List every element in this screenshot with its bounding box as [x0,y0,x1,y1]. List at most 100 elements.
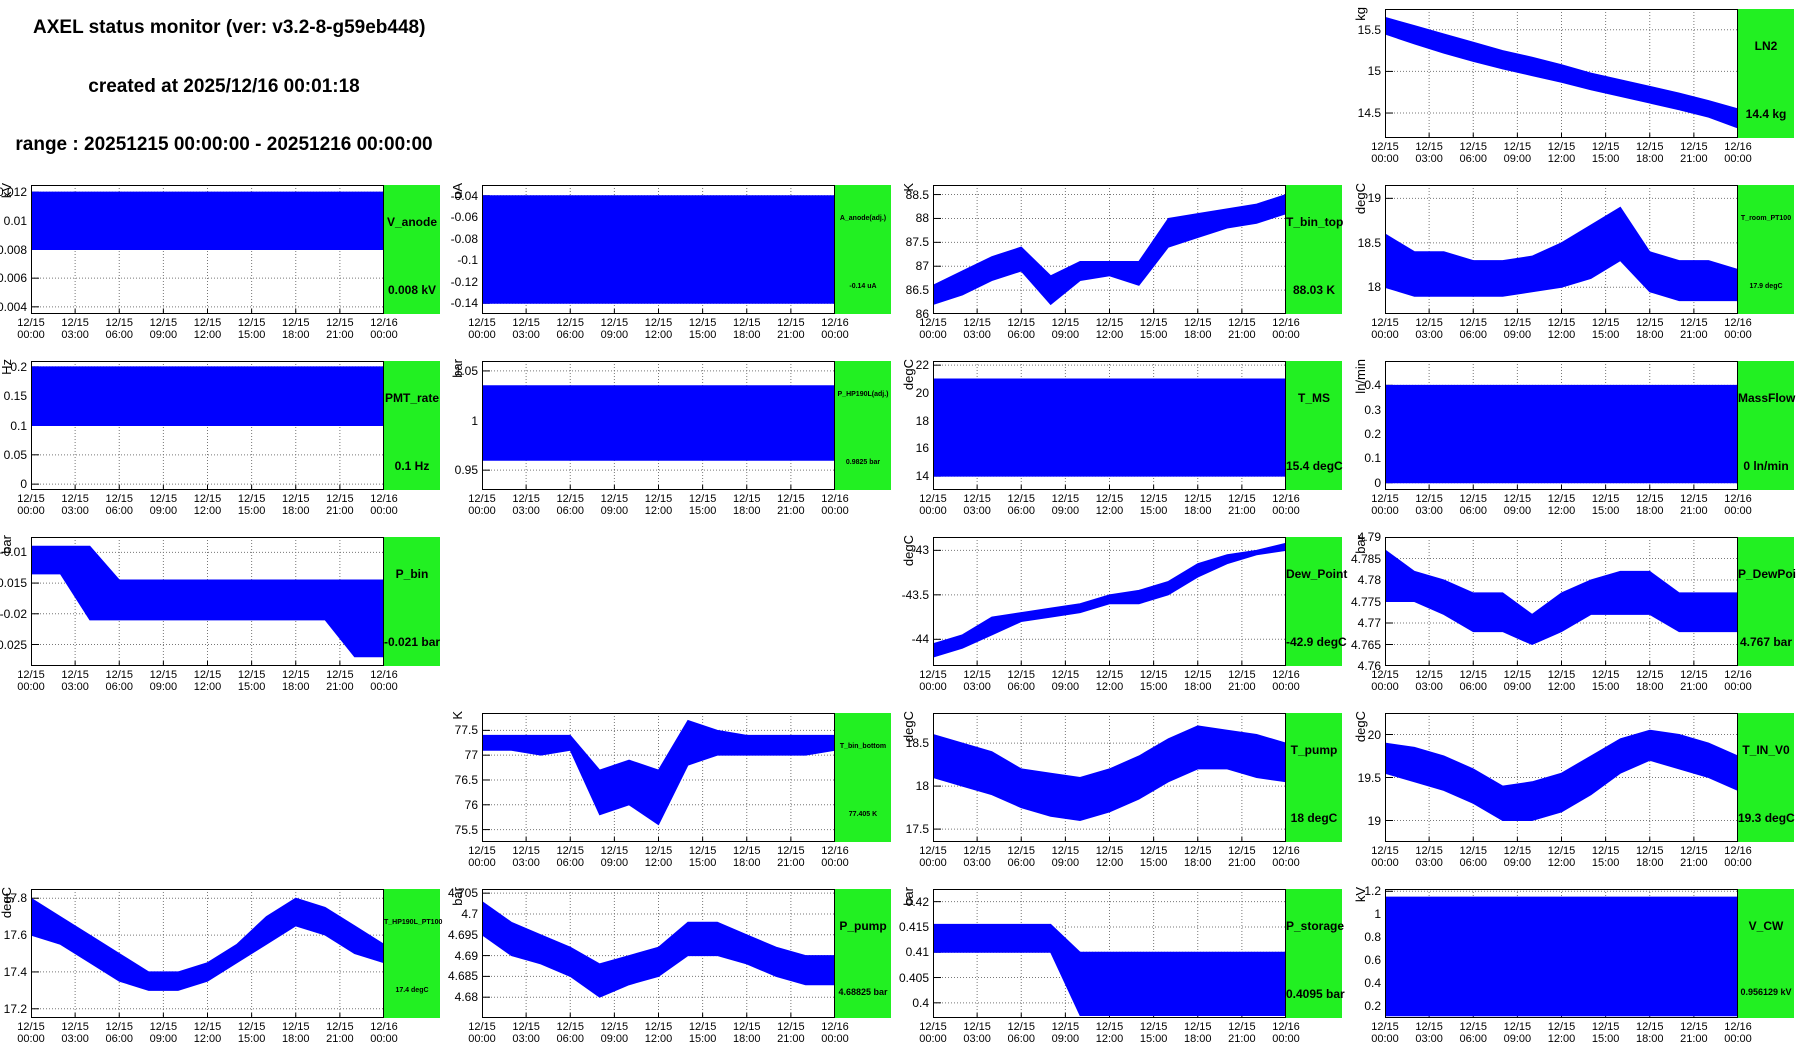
y-tick-label: 19 [1367,191,1381,206]
x-tick-label: 12/16 00:00 [1724,669,1752,693]
x-tick-label: 12/15 15:00 [688,317,717,341]
x-tick-label: 12/15 18:00 [1183,317,1212,341]
y-tick-label: -0.08 [450,231,478,246]
sensor-name: T_bin_bottom [839,743,887,750]
x-tick-label: 12/15 18:00 [1635,493,1664,517]
data-band [933,542,1286,658]
x-tick-label: 12/15 18:00 [1183,493,1212,517]
y-tick-label: 4.77 [1357,616,1381,630]
y-axis-label: bar [901,887,916,906]
x-tick-label: 12/15 09:00 [1503,317,1532,341]
status-box: Dew_Point -42.9 degC [1286,537,1347,666]
y-axis-label: degC [901,359,916,391]
plot-area [933,185,1286,314]
x-tick-label: 12/15 00:00 [468,493,496,517]
x-tick-label: 12/15 00:00 [17,493,45,517]
status-box: T_IN_V0 19.3 degC [1738,713,1795,842]
plot-area [933,889,1286,1018]
y-tick-label: 18.5 [905,736,929,751]
y-tick-label: -0.015 [0,576,27,591]
x-tick-label: 12/15 09:00 [600,493,629,517]
sensor-name: A_anode(adj.) [839,215,887,222]
x-tick-label: 12/15 00:00 [919,493,947,517]
status-box: T_pump 18 degC [1286,713,1342,842]
y-tick-label: 17.5 [905,822,929,837]
x-tick-label: 12/15 15:00 [237,317,266,341]
x-tick-label: 12/15 00:00 [1371,1021,1399,1045]
y-tick-label: -43.5 [901,587,929,602]
data-band [933,194,1286,306]
x-tick-label: 12/15 00:00 [1371,669,1399,693]
x-tick-label: 12/15 21:00 [777,1021,805,1045]
plot-area [933,713,1286,842]
status-box: P_HP190L(adj.) 0.9825 bar [835,361,891,490]
created-time: created at 2025/12/16 00:01:18 [88,76,360,97]
x-tick-label: 12/15 06:00 [105,317,134,341]
sensor-name: LN2 [1754,39,1778,53]
sensor-name: V_CW [1748,919,1784,933]
x-tick-label: 12/15 15:00 [1591,1021,1620,1045]
y-tick-label: 22 [915,358,929,373]
y-axis-label: bar [1353,535,1368,554]
x-tick-label: 12/15 06:00 [1007,669,1036,693]
y-tick-label: 1 [1374,907,1381,922]
y-tick-label: 0.4 [1364,378,1381,393]
plot-area [1385,713,1738,842]
plot-frame [31,361,384,490]
plot-area [31,889,384,1018]
x-tick-label: 12/15 21:00 [1680,669,1708,693]
x-tick-label: 12/15 21:00 [1228,845,1256,869]
y-tick-label: 0.41 [905,945,929,960]
x-tick-label: 12/15 03:00 [1415,317,1443,341]
y-tick-label: 0 [20,477,27,492]
data-band [1385,16,1738,129]
x-tick-label: 12/15 15:00 [1139,493,1168,517]
x-tick-label: 12/15 12:00 [1547,493,1576,517]
data-band [933,725,1286,822]
y-tick-label: 76.5 [454,772,478,787]
y-tick-label: 1.2 [1364,884,1381,899]
x-tick-label: 12/15 15:00 [1591,669,1620,693]
x-tick-label: 12/15 12:00 [1547,669,1576,693]
data-band [933,378,1286,477]
x-tick-label: 12/15 21:00 [1228,317,1256,341]
plot-frame [31,537,384,666]
sensor-value: 4.767 bar [1739,635,1793,649]
x-tick-label: 12/16 00:00 [1724,845,1752,869]
x-tick-label: 12/15 09:00 [1051,669,1080,693]
plot-frame [1385,537,1738,666]
plot-frame [933,713,1286,842]
x-tick-label: 12/15 00:00 [17,669,45,693]
y-tick-label: 1 [471,413,478,428]
sensor-value: 77.405 K [848,811,878,818]
x-tick-label: 12/15 21:00 [777,317,805,341]
status-box: T_room_PT100 17.9 degC [1738,185,1794,314]
sensor-value: 0 ln/min [1743,459,1789,473]
x-tick-label: 12/15 18:00 [1635,141,1664,165]
y-axis-label: degC [1353,183,1368,215]
x-tick-label: 12/15 18:00 [281,669,310,693]
x-tick-label: 12/15 15:00 [1139,845,1168,869]
y-tick-label: 4.79 [1357,530,1381,544]
y-tick-label: 0.415 [898,919,929,934]
x-tick-label: 12/15 00:00 [17,317,45,341]
x-tick-label: 12/15 18:00 [732,1021,761,1045]
x-tick-label: 12/15 00:00 [919,1021,947,1045]
x-tick-label: 12/15 12:00 [193,1021,222,1045]
plot-frame [1385,361,1738,490]
x-tick-label: 12/15 12:00 [193,317,222,341]
x-tick-label: 12/16 00:00 [370,493,398,517]
x-tick-label: 12/15 06:00 [1459,317,1488,341]
data-band [31,545,384,658]
x-tick-label: 12/15 21:00 [1680,317,1708,341]
x-tick-label: 12/15 00:00 [1371,845,1399,869]
status-box: P_bin -0.021 bar [384,537,440,666]
status-box: A_anode(adj.) -0.14 uA [835,185,891,314]
y-tick-label: 1.05 [454,363,478,378]
y-tick-label: -0.1 [457,253,478,268]
sensor-name: P_DewPoint [1738,567,1796,581]
sensor-value: 4.68825 bar [838,987,888,997]
x-tick-label: 12/15 06:00 [1007,845,1036,869]
y-tick-label: 75.5 [454,822,478,837]
y-tick-label: 77 [464,748,478,763]
